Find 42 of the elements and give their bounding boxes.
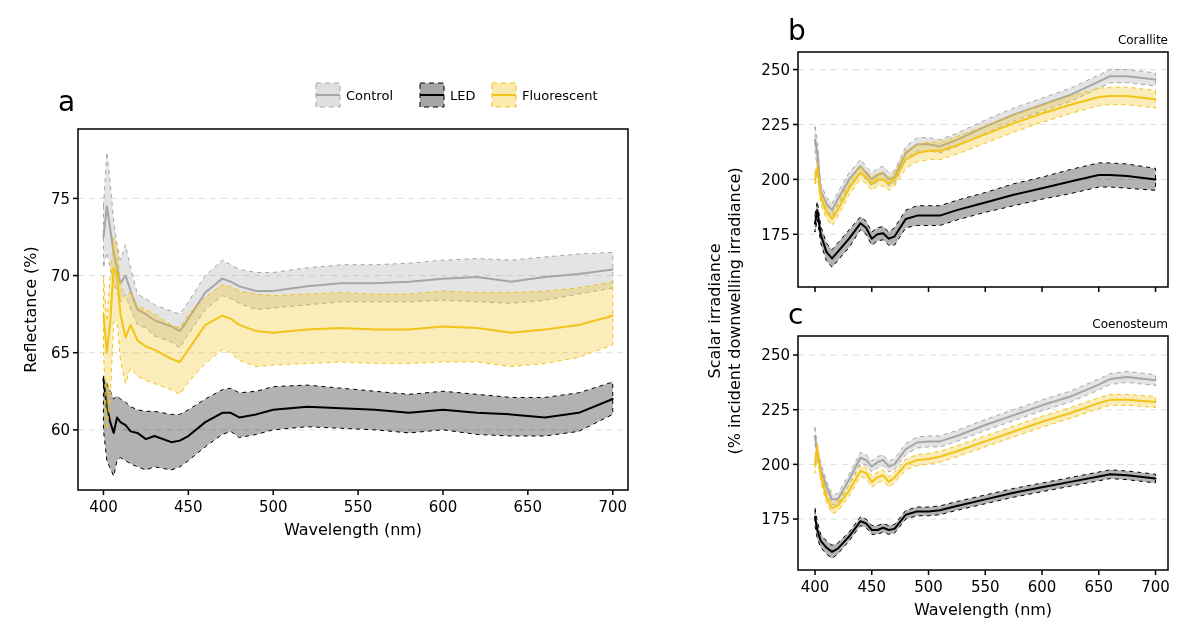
y-tick-label: 225 xyxy=(761,115,790,134)
x-tick-label: 500 xyxy=(914,578,943,596)
y-axis-title: Reflectance (%) xyxy=(21,246,40,373)
y-tick-label: 200 xyxy=(761,170,790,189)
x-tick-label: 500 xyxy=(258,498,288,516)
y-axis-title: Scalar irradiance (% incident downwelling irradiance) xyxy=(705,167,744,455)
y-tick-label: 175 xyxy=(761,225,790,244)
legend-label: Fluorescent xyxy=(522,87,598,103)
legend-label: Control xyxy=(346,87,393,103)
x-tick-label: 650 xyxy=(513,498,543,516)
x-tick-label: 400 xyxy=(89,498,118,516)
x-tick-label: 700 xyxy=(598,498,628,516)
line-series xyxy=(102,266,614,363)
line-series xyxy=(814,173,1157,260)
x-axis-title: Wavelength (nm) xyxy=(283,520,423,539)
line-series xyxy=(102,377,614,444)
y-tick-label: 200 xyxy=(761,455,790,474)
x-tick-label: 700 xyxy=(1141,578,1170,596)
line-series xyxy=(102,205,614,333)
x-tick-label: 650 xyxy=(1084,578,1114,596)
legend-label: LED xyxy=(450,87,476,103)
chart-subtitle: Corallite xyxy=(1117,33,1168,47)
y-tick-label: 250 xyxy=(761,346,790,365)
x-tick-label: 550 xyxy=(343,498,373,516)
x-tick-label: 450 xyxy=(857,578,887,596)
y-tick-label: 60 xyxy=(50,421,70,440)
y-tick-label: 70 xyxy=(50,266,70,285)
x-axis-title: Wavelength (nm) xyxy=(913,600,1053,619)
y-tick-label: 65 xyxy=(50,343,70,362)
chart-title: c xyxy=(788,298,804,331)
x-tick-label: 400 xyxy=(800,578,830,596)
y-tick-label: 250 xyxy=(761,60,790,79)
y-tick-label: 75 xyxy=(50,189,70,208)
x-tick-label: 600 xyxy=(428,498,458,516)
y-tick-label: 225 xyxy=(761,400,790,419)
chart-title: b xyxy=(788,14,806,47)
x-tick-label: 600 xyxy=(1027,578,1057,596)
y-tick-label: 175 xyxy=(761,510,790,529)
chart-title: a xyxy=(58,85,76,118)
x-tick-label: 550 xyxy=(970,578,1000,596)
x-tick-label: 450 xyxy=(174,498,203,516)
chart-subtitle: Coenosteum xyxy=(1092,317,1168,331)
